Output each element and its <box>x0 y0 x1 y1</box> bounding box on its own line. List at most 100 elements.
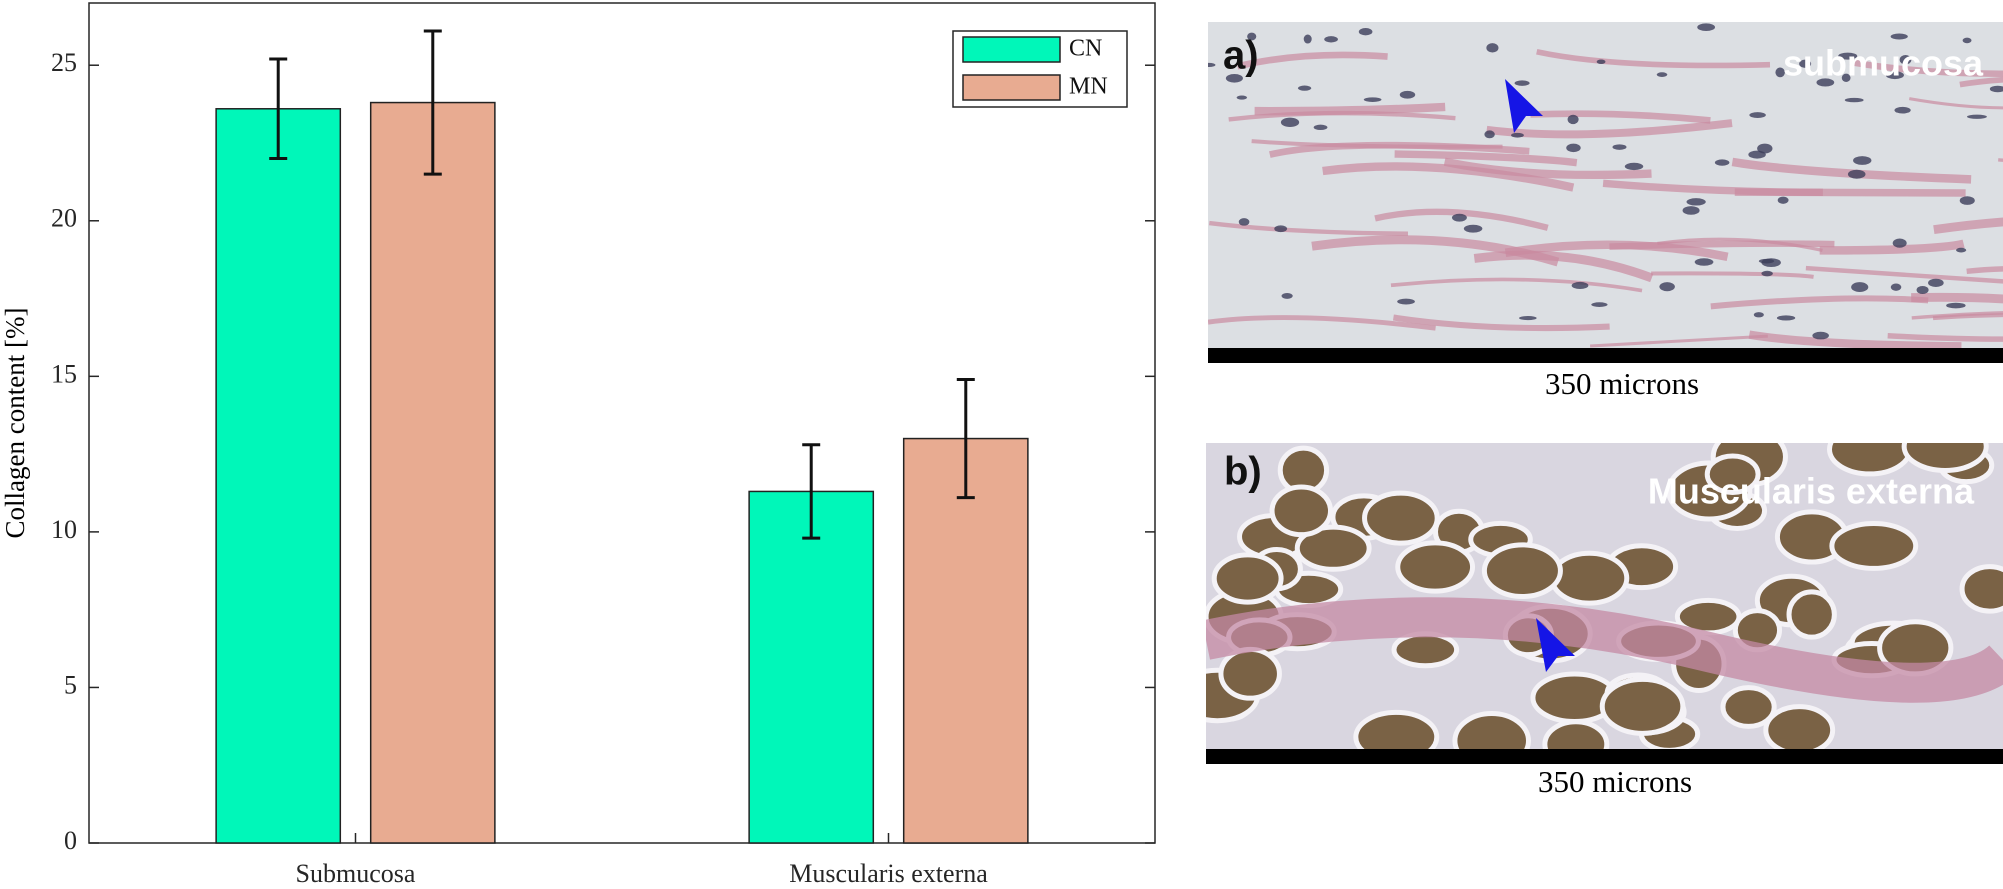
collagen-fiber <box>1486 119 1733 139</box>
collagen-fiber <box>1933 217 2003 235</box>
collagen-fiber <box>1590 334 1768 348</box>
collagen-fiber <box>1443 157 1652 180</box>
nucleus <box>1511 132 1524 138</box>
nucleus <box>1656 72 1668 78</box>
nucleus <box>1363 97 1382 102</box>
nucleus <box>1596 59 1606 64</box>
nucleus <box>1847 169 1866 179</box>
collagen-fiber <box>1731 157 1972 184</box>
nucleus <box>1274 225 1288 233</box>
collagen-fiber <box>1908 97 2003 110</box>
nucleus <box>1514 80 1530 86</box>
nucleus <box>1962 37 1972 44</box>
nucleus <box>1757 143 1773 154</box>
nucleus <box>1281 293 1293 299</box>
muscle-cell <box>1542 719 1610 749</box>
collagen-fiber <box>1228 110 1456 122</box>
collagen-fiber <box>1394 150 1578 167</box>
collagen-fiber <box>1530 110 1711 124</box>
collagen-fiber <box>1805 265 2003 284</box>
nucleus <box>1761 270 1773 277</box>
collagen-fiber <box>1710 295 1929 310</box>
collagen-fiber <box>1602 179 1823 196</box>
muscle-cell <box>1704 453 1761 495</box>
micrograph-panel: a) submucosa 350 microns <box>1208 22 2003 401</box>
nucleus <box>1463 224 1483 233</box>
nucleus <box>1812 331 1829 340</box>
muscle-cell <box>1211 552 1284 605</box>
panel-title: submucosa <box>1783 43 1984 84</box>
collagen-fiber <box>1392 314 1610 332</box>
nucleus <box>1225 74 1243 83</box>
y-tick-label: 5 <box>64 670 77 699</box>
nucleus <box>1890 33 1908 40</box>
nucleus <box>1838 52 1858 60</box>
nucleus <box>1280 117 1300 128</box>
nucleus <box>1799 59 1812 68</box>
nucleus <box>1303 34 1312 44</box>
collagen-fiber <box>1651 271 1814 279</box>
nucleus <box>1946 302 1966 309</box>
nucleus <box>1247 32 1257 41</box>
nucleus <box>1324 36 1338 43</box>
nucleus <box>1313 124 1328 131</box>
plot-frame <box>88 2 1156 844</box>
nucleus <box>1208 62 1216 68</box>
muscle-cell <box>1269 484 1334 538</box>
arrow <box>1536 618 1575 672</box>
nucleus <box>1776 315 1796 321</box>
nucleus <box>1697 23 1716 31</box>
nucleus <box>1758 258 1775 264</box>
nucleus <box>1397 298 1415 305</box>
x-tick-label: Submucosa <box>296 859 416 888</box>
nucleus <box>1624 162 1644 171</box>
scale-bar <box>1206 749 2003 764</box>
collagen-fiber <box>1819 239 1965 255</box>
micrograph-texture <box>1208 23 2003 348</box>
nucleus <box>1486 43 1499 53</box>
collagen-fiber <box>1911 311 2003 320</box>
nucleus <box>1753 312 1764 318</box>
y-tick-label: 25 <box>51 48 77 77</box>
muscle-cell <box>1353 709 1440 749</box>
y-tick-label: 20 <box>51 204 77 233</box>
collagen-fiber <box>1473 250 1654 283</box>
muscle-cell <box>1218 646 1282 701</box>
nucleus <box>1659 282 1675 292</box>
nucleus <box>1399 90 1416 99</box>
nucleus <box>1989 85 2003 93</box>
nucleus <box>1451 213 1467 222</box>
muscle-cell <box>1549 550 1630 606</box>
bar <box>748 490 875 844</box>
nucleus <box>1853 156 1872 165</box>
legend-swatch <box>962 74 1061 101</box>
collagen-fiber <box>1536 49 1771 69</box>
nucleus <box>1238 218 1250 226</box>
collagen-band <box>1206 597 2003 703</box>
legend-swatch <box>962 36 1061 63</box>
collagen-fiber <box>1374 208 1549 231</box>
collagen-fiber <box>1322 162 1575 192</box>
collagen-fiber <box>1966 266 2003 275</box>
nucleus <box>1841 73 1851 82</box>
nucleus <box>1959 196 1975 205</box>
panel-label: a) <box>1223 34 1259 78</box>
muscle-cell <box>1599 676 1686 736</box>
muscle-cell <box>1786 589 1837 640</box>
chart: Collagen content [%] 0 5 10 15 20 25 Submucosa… <box>0 2 1156 888</box>
nucleus <box>1612 144 1627 150</box>
collagen-fiber <box>1887 333 2003 342</box>
collagen-fiber <box>1849 58 2003 77</box>
nucleus <box>1686 198 1706 206</box>
muscle-cell <box>1452 711 1531 749</box>
nucleus <box>1775 67 1785 78</box>
collagen-fiber <box>1959 76 2003 88</box>
y-tick-label: 0 <box>64 826 77 855</box>
nucleus <box>1484 130 1495 139</box>
x-tick-label: Muscularis externa <box>789 859 988 888</box>
collagen-fiber <box>1236 51 1388 70</box>
nucleus <box>1816 78 1835 87</box>
nucleus <box>1890 283 1902 291</box>
nucleus <box>1749 112 1766 119</box>
